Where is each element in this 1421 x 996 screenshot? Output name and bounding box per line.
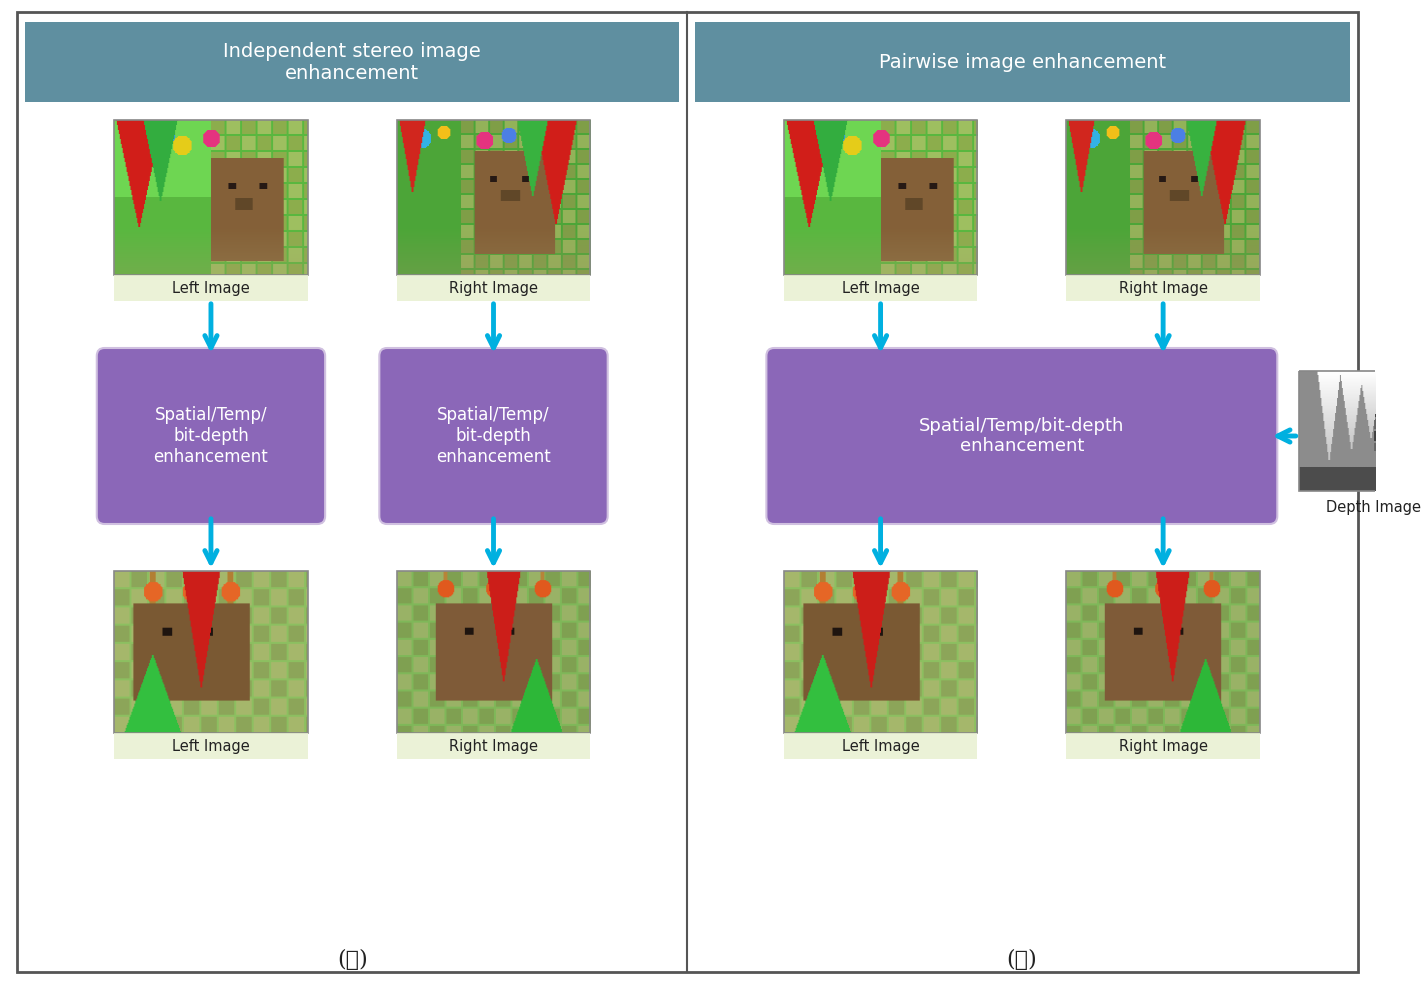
Bar — [784, 120, 978, 275]
Text: Left Image: Left Image — [841, 738, 919, 754]
FancyBboxPatch shape — [379, 348, 608, 524]
Text: Independent stereo image
enhancement: Independent stereo image enhancement — [223, 42, 482, 83]
Bar — [1066, 571, 1260, 733]
Text: Spatial/Temp/bit-depth
enhancement: Spatial/Temp/bit-depth enhancement — [919, 416, 1124, 455]
Bar — [114, 120, 308, 275]
Text: Depth Image: Depth Image — [1326, 500, 1421, 515]
FancyBboxPatch shape — [784, 733, 978, 759]
Text: (ｂ): (ｂ) — [1006, 949, 1037, 971]
Text: Left Image: Left Image — [841, 281, 919, 296]
Text: Spatial/Temp/
bit-depth
enhancement: Spatial/Temp/ bit-depth enhancement — [153, 406, 269, 466]
Text: Right Image: Right Image — [449, 281, 539, 296]
Bar — [1299, 371, 1421, 491]
Text: Pairwise image enhancement: Pairwise image enhancement — [878, 53, 1165, 72]
Bar — [784, 571, 978, 733]
FancyBboxPatch shape — [1066, 733, 1260, 759]
Text: Left Image: Left Image — [172, 281, 250, 296]
FancyBboxPatch shape — [396, 275, 590, 301]
Text: (ａ): (ａ) — [337, 949, 368, 971]
FancyBboxPatch shape — [766, 348, 1277, 524]
FancyBboxPatch shape — [396, 733, 590, 759]
Text: Left Image: Left Image — [172, 738, 250, 754]
Bar — [396, 120, 590, 275]
Text: Spatial/Temp/
bit-depth
enhancement: Spatial/Temp/ bit-depth enhancement — [436, 406, 551, 466]
Bar — [114, 571, 308, 733]
FancyBboxPatch shape — [114, 275, 308, 301]
Text: Right Image: Right Image — [1118, 738, 1208, 754]
FancyBboxPatch shape — [695, 22, 1350, 102]
FancyBboxPatch shape — [114, 733, 308, 759]
Bar — [396, 571, 590, 733]
Text: Right Image: Right Image — [449, 738, 539, 754]
FancyBboxPatch shape — [26, 22, 679, 102]
Text: Right Image: Right Image — [1118, 281, 1208, 296]
FancyBboxPatch shape — [17, 12, 1357, 972]
FancyBboxPatch shape — [97, 348, 325, 524]
FancyBboxPatch shape — [1066, 275, 1260, 301]
Bar — [1066, 120, 1260, 275]
FancyBboxPatch shape — [784, 275, 978, 301]
